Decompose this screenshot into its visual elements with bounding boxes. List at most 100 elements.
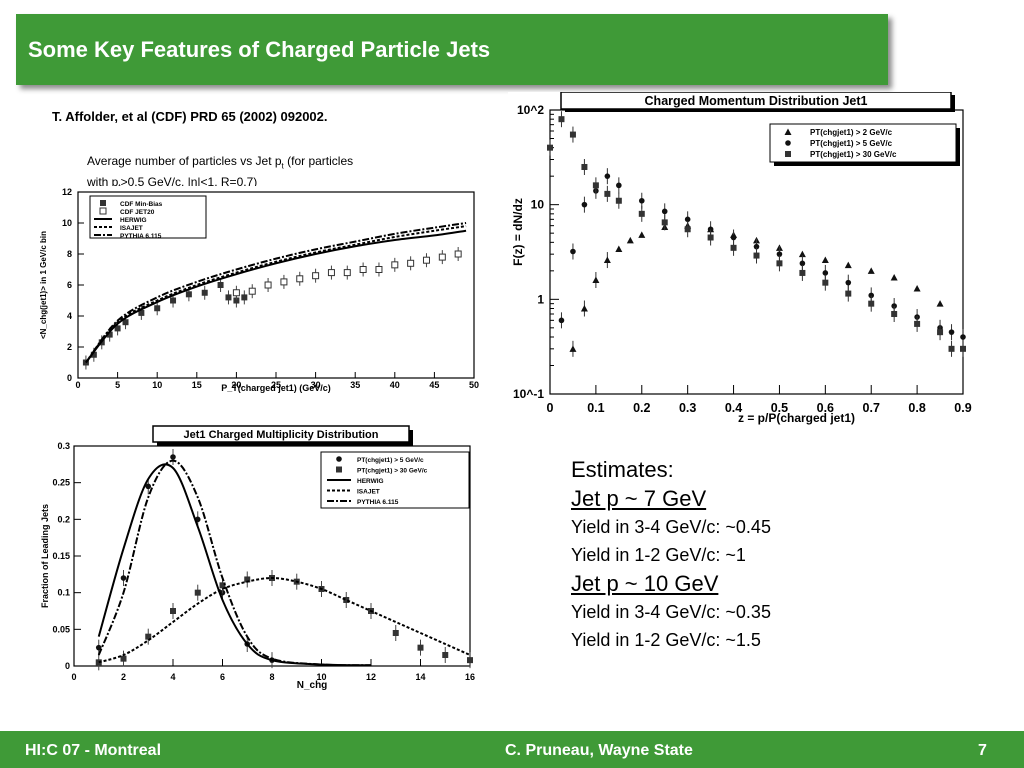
chart2-point	[891, 310, 898, 317]
footer-page-number: 7	[978, 742, 987, 759]
chart1-xtick-label: 45	[429, 380, 439, 390]
chart3-legend-key	[336, 466, 342, 473]
chart2-point	[960, 345, 966, 352]
chart1-ytick-label: 6	[67, 280, 72, 290]
estimate-7gev-line-2: Yield in 1-2 GeV/c: ~1	[571, 545, 746, 565]
chart2-xtick-label: 0.2	[633, 401, 650, 415]
chart3-ytick-label: 0	[65, 661, 70, 671]
chart1-point	[375, 266, 383, 273]
chart1-line-3	[85, 225, 467, 364]
chart2-xtick-label: 0	[547, 401, 554, 415]
chart2-point	[822, 279, 829, 286]
chart3-point	[244, 576, 251, 583]
caption-text-3: with p	[87, 175, 119, 190]
chart3-point	[145, 633, 152, 640]
chart3-point	[219, 582, 226, 589]
chart3-ytick-label: 0.3	[57, 441, 70, 451]
chart2-point	[776, 251, 783, 257]
chart3-ylabel: Fraction of Leading Jets	[40, 504, 50, 608]
title-bar: Some Key Features of Charged Particle Je…	[16, 14, 888, 85]
chart2-point	[960, 334, 966, 340]
chart2-point	[844, 261, 852, 269]
chart3-point	[442, 652, 449, 658]
chart2-point	[661, 208, 668, 215]
chart1-point	[454, 250, 462, 258]
chart2-point	[547, 144, 553, 151]
chart3-xtick-label: 2	[121, 672, 126, 682]
chart1-legend-label: CDF JET20	[120, 209, 155, 216]
chart3-legend-label: HERWIG	[357, 478, 384, 485]
chart3-xlabel: N_chg	[297, 680, 328, 691]
chart3-legend-label: PYTHIA 6.115	[357, 499, 399, 506]
chart3-ytick-label: 0.1	[57, 588, 70, 598]
chart-multiplicity-distribution: Jet1 Charged Multiplicity Distribution 0 2…	[38, 422, 482, 692]
estimate-7gev-title: Jet p ~ 7 GeV	[571, 486, 707, 511]
chart3-xtick-label: 4	[170, 672, 175, 682]
chart2-point	[569, 345, 577, 352]
chart2-point	[604, 190, 611, 197]
chart1-point	[201, 289, 208, 296]
chart2-point	[799, 269, 806, 276]
estimate-7gev-line-1: Yield in 3-4 GeV/c: ~0.45	[571, 517, 771, 537]
chart2-point	[707, 226, 714, 233]
chart2-point	[753, 243, 760, 250]
chart1-point	[114, 325, 121, 332]
chart1-point	[264, 281, 272, 289]
chart2-point	[616, 182, 622, 189]
chart2-point	[604, 173, 611, 179]
caption-text-1: Average number of particles vs Jet p	[87, 154, 282, 168]
chart1-point	[122, 319, 129, 326]
chart2-point	[626, 236, 634, 244]
chart2-xtick-label: 0.1	[587, 401, 604, 415]
chart2-xtick-label: 0.7	[863, 401, 880, 415]
chart1-xtick-label: 20	[231, 380, 241, 390]
chart1-point	[217, 282, 224, 288]
chart3-ytick-label: 0.2	[57, 514, 70, 524]
chart3-ytick-label: 0.25	[52, 478, 70, 488]
chart1-line-2	[85, 229, 467, 364]
chart1-point	[296, 275, 304, 283]
chart3-point	[120, 655, 127, 662]
chart2-point	[799, 260, 806, 267]
caption-sub-1: t	[281, 161, 284, 171]
chart2-point	[684, 216, 691, 223]
chart2-point	[730, 234, 737, 241]
chart2-ytick-label: 1	[537, 292, 544, 306]
chart2-point	[569, 131, 576, 138]
chart3-point	[120, 575, 127, 581]
chart2-xtick-label: 0.4	[725, 401, 742, 415]
chart3-xtick-label: 14	[415, 672, 425, 682]
chart1-ytick-label: 2	[67, 342, 72, 352]
chart1-point	[170, 297, 177, 304]
chart3-point	[170, 608, 176, 614]
chart2-point	[730, 244, 737, 251]
chart3-point	[343, 597, 350, 603]
chart2-title-box	[560, 92, 952, 110]
chart1-point	[312, 272, 320, 280]
chart1-point	[106, 331, 113, 338]
chart1-xtick-label: 5	[115, 380, 120, 390]
chart3-legend-label: PT(chgjet1) > 30 GeV/c	[357, 468, 428, 475]
chart3-xtick-label: 6	[220, 672, 225, 682]
chart2-ytick-label: 10^2	[517, 103, 544, 117]
chart2-point	[798, 250, 806, 258]
chart2-point	[592, 276, 600, 284]
chart2-point	[592, 182, 599, 189]
chart2-point	[753, 252, 760, 259]
chart1-ytick-label: 10	[62, 218, 72, 228]
chart1-legend-key	[99, 207, 107, 215]
chart2-point	[638, 210, 645, 217]
chart1-point	[232, 289, 240, 297]
chart2-xlabel: z = p/P(charged jet1)	[738, 411, 855, 425]
chart1-legend-box	[89, 195, 207, 239]
chart2-xtick-label: 0.6	[817, 401, 834, 415]
chart2-point	[615, 245, 623, 253]
chart2-title: Charged Momentum Distribution Jet1	[645, 94, 868, 108]
chart1-point	[438, 253, 446, 261]
chart1-line-4	[85, 222, 467, 364]
chart1-xtick-label: 35	[350, 380, 360, 390]
chart-avg-particles: 0 5 10 15 20 25 30 35 40 45 50 0 2 4 6 8 10 12 P_T(charged…	[38, 186, 482, 398]
chart2-xtick-label: 0.5	[771, 401, 788, 415]
chart1-point	[90, 351, 97, 358]
caption-text-2: (for particles	[283, 154, 354, 168]
